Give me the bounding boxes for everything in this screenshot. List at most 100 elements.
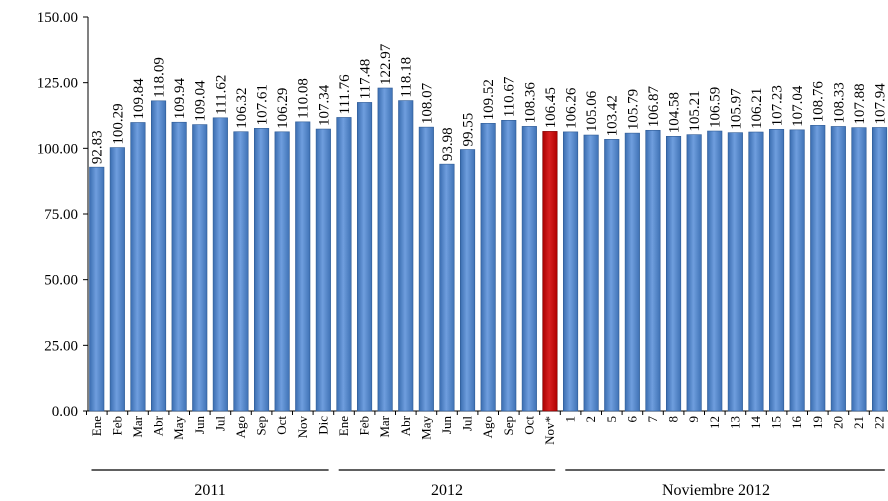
data-label: 106.21: [749, 88, 765, 129]
bar: [295, 121, 311, 412]
x-tick-label: May: [418, 416, 433, 440]
x-tick-label: 6: [624, 416, 639, 423]
bar: [254, 128, 270, 412]
x-tick-label: Mar: [377, 415, 392, 437]
data-label: 103.42: [605, 95, 621, 136]
bar: [192, 124, 208, 412]
data-label: 107.61: [255, 84, 271, 125]
bar: [171, 121, 187, 412]
bar: [89, 166, 105, 412]
x-tick-label: Oct: [521, 416, 536, 435]
data-label: 108.76: [811, 81, 827, 123]
x-tick-label: 13: [727, 416, 742, 429]
data-label: 106.45: [543, 87, 559, 128]
data-label: 109.52: [481, 79, 497, 120]
y-tick-label: 50.00: [44, 273, 78, 289]
bar: [789, 129, 805, 412]
bar: [830, 126, 846, 412]
data-label: 92.83: [90, 130, 106, 164]
data-label: 107.23: [770, 85, 786, 126]
bar: [521, 126, 537, 412]
y-tick-label: 25.00: [44, 338, 78, 354]
x-tick-label: Abr: [151, 415, 166, 436]
x-tick-label: Mar: [130, 415, 145, 437]
bar: [665, 136, 682, 412]
bar: [212, 117, 228, 412]
data-label: 111.76: [337, 74, 353, 115]
group-label: Noviembre 2012: [662, 482, 770, 499]
bar: [109, 147, 125, 412]
data-label: 108.07: [419, 82, 435, 124]
bar: [439, 163, 455, 412]
data-label: 105.97: [728, 88, 744, 130]
y-tick-label: 150.00: [37, 10, 78, 26]
x-tick-label: 7: [645, 416, 660, 423]
bar: [851, 127, 867, 412]
data-label: 99.55: [461, 113, 477, 147]
data-label: 109.84: [131, 78, 147, 120]
bar: [418, 126, 434, 412]
data-label: 106.29: [275, 88, 291, 129]
x-tick-label: Dic: [315, 416, 330, 435]
bar: [871, 127, 888, 412]
x-tick-label: 12: [707, 416, 722, 429]
x-tick-label: Oct: [274, 416, 289, 435]
data-label: 108.33: [831, 82, 847, 123]
data-label: 118.18: [399, 57, 415, 98]
bar: [315, 128, 331, 412]
x-tick-label: Jul: [212, 416, 227, 432]
bar: [336, 117, 352, 412]
x-tick-label: 14: [748, 416, 763, 430]
bar: [480, 123, 496, 412]
group-labels: 2011 2012 Noviembre 2012: [91, 469, 885, 499]
bar: [624, 132, 640, 412]
x-tick-label: Nov*: [542, 416, 557, 445]
y-tick-label: 100.00: [37, 141, 78, 157]
x-tick-label: Abr: [398, 415, 413, 436]
bar: [562, 131, 579, 412]
bar: [604, 139, 620, 412]
x-tick-label: 22: [872, 416, 887, 429]
bar: [130, 122, 146, 412]
bar: [707, 130, 723, 412]
bar: [274, 131, 290, 412]
x-tick-label: Jun: [192, 416, 207, 435]
bar: [233, 131, 249, 412]
bar: [768, 129, 785, 412]
data-label: 106.32: [234, 87, 250, 128]
x-tick-label: Nov: [295, 416, 310, 439]
data-label: 93.98: [440, 127, 456, 161]
x-tick-label: 9: [686, 416, 701, 423]
bar: [356, 102, 373, 412]
data-label: 106.59: [708, 87, 724, 128]
bar: [151, 100, 167, 412]
data-label: 117.48: [358, 59, 374, 100]
x-tick-label: 21: [851, 416, 866, 429]
x-tick-label: Ene: [89, 416, 104, 436]
data-label: 108.36: [522, 82, 538, 124]
x-tick-label: 5: [604, 416, 619, 423]
data-label: 122.97: [378, 43, 394, 85]
group-label: 2011: [194, 482, 225, 499]
x-tick-label: 15: [769, 416, 784, 429]
x-tick-label: 1: [563, 416, 578, 423]
bar: [501, 120, 517, 412]
bar-highlight: [542, 131, 558, 412]
data-label: 106.26: [564, 87, 580, 129]
y-tick-label: 0.00: [52, 404, 78, 420]
x-tick-label: Feb: [357, 416, 372, 436]
x-tick-label: 2: [583, 416, 598, 423]
data-label: 111.62: [213, 75, 229, 115]
data-label: 109.94: [172, 77, 188, 119]
data-label: 107.88: [852, 83, 868, 124]
bar: [727, 132, 743, 412]
x-tick-label: May: [171, 416, 186, 440]
data-label: 100.29: [110, 103, 126, 144]
data-label: 107.94: [873, 83, 888, 125]
data-label: 105.21: [687, 90, 703, 131]
bar: [686, 134, 702, 412]
x-tick-label: Ago: [233, 416, 248, 438]
bar: [377, 87, 393, 412]
